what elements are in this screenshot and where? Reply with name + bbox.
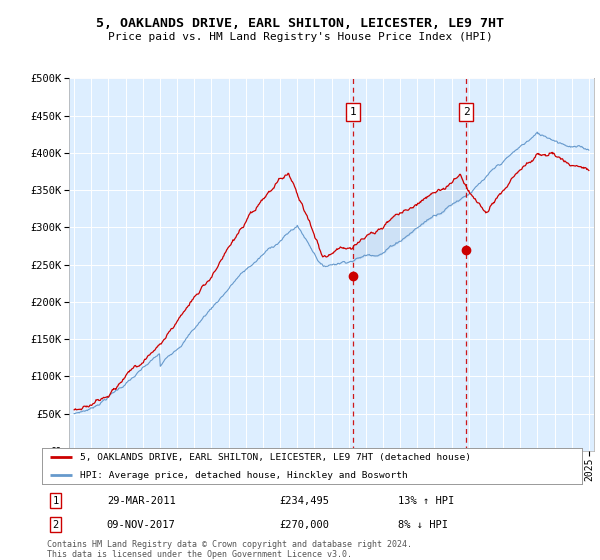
Text: 09-NOV-2017: 09-NOV-2017 — [107, 520, 176, 530]
Text: 1: 1 — [52, 496, 59, 506]
Text: 5, OAKLANDS DRIVE, EARL SHILTON, LEICESTER, LE9 7HT: 5, OAKLANDS DRIVE, EARL SHILTON, LEICEST… — [96, 17, 504, 30]
Text: 2: 2 — [52, 520, 59, 530]
Text: HPI: Average price, detached house, Hinckley and Bosworth: HPI: Average price, detached house, Hinc… — [80, 471, 407, 480]
Text: £234,495: £234,495 — [280, 496, 329, 506]
Text: Contains HM Land Registry data © Crown copyright and database right 2024.
This d: Contains HM Land Registry data © Crown c… — [47, 540, 412, 559]
Text: 13% ↑ HPI: 13% ↑ HPI — [398, 496, 455, 506]
Text: 8% ↓ HPI: 8% ↓ HPI — [398, 520, 448, 530]
Text: £270,000: £270,000 — [280, 520, 329, 530]
Text: 29-MAR-2011: 29-MAR-2011 — [107, 496, 176, 506]
Text: Price paid vs. HM Land Registry's House Price Index (HPI): Price paid vs. HM Land Registry's House … — [107, 32, 493, 43]
Text: 5, OAKLANDS DRIVE, EARL SHILTON, LEICESTER, LE9 7HT (detached house): 5, OAKLANDS DRIVE, EARL SHILTON, LEICEST… — [80, 452, 471, 461]
Text: 2: 2 — [463, 107, 470, 117]
Text: 1: 1 — [350, 107, 356, 117]
